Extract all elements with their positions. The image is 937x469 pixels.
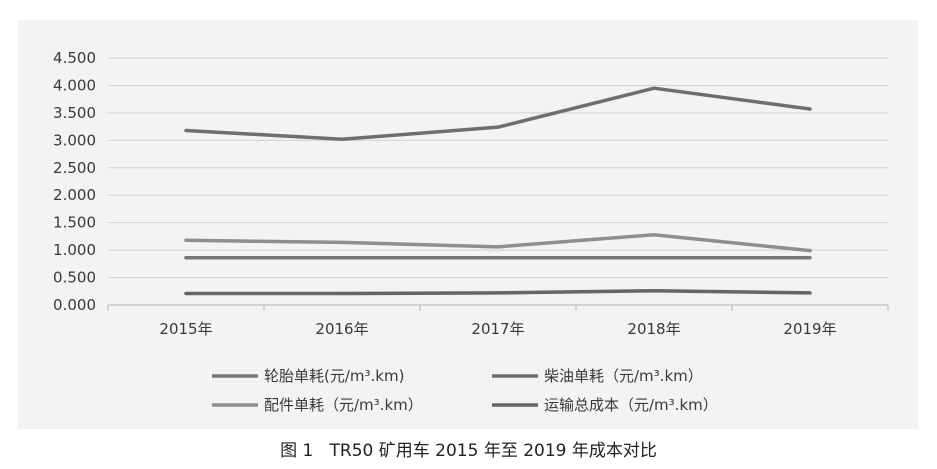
x-tick-label: 2016年 [315, 320, 368, 338]
y-tick-label: 3.500 [53, 104, 96, 122]
y-tick-label: 4.500 [53, 49, 96, 67]
axes [107, 304, 889, 311]
figure-caption: 图 1 TR50 矿用车 2015 年至 2019 年成本对比 [280, 441, 657, 461]
series-line-4 [184, 288, 812, 296]
series-line-3 [184, 232, 812, 253]
y-tick-label: 0.000 [53, 296, 96, 314]
y-tick-label: 4.000 [53, 76, 96, 94]
x-tick-label: 2017年 [471, 320, 524, 338]
series-lines [184, 86, 812, 296]
x-tick-label: 2015年 [159, 320, 212, 338]
y-tick-label: 2.500 [53, 159, 96, 177]
legend-item: 配件单耗（元/m³.km） [212, 396, 423, 414]
series-line-2 [184, 86, 812, 141]
y-tick-labels: 0.000 0.500 1.000 1.500 2.000 2.500 3.000 3.500… [53, 49, 96, 314]
legend-label: 柴油单耗（元/m³.km） [544, 367, 703, 385]
gridlines [108, 57, 888, 279]
y-tick-label: 3.000 [53, 131, 96, 149]
y-tick-label: 1.500 [53, 214, 96, 232]
y-tick-label: 0.500 [53, 269, 96, 287]
x-tick-label: 2018年 [627, 320, 680, 338]
x-tick-labels: 2015年 2016年 2017年 2018年 2019年 [159, 320, 836, 338]
legend: 轮胎单耗(元/m³.km) 柴油单耗（元/m³.km） 配件单耗（元/m³.km） 运… [212, 367, 718, 414]
legend-item: 柴油单耗（元/m³.km） [492, 367, 703, 385]
legend-label: 轮胎单耗(元/m³.km) [264, 367, 404, 385]
legend-item: 运输总成本（元/m³.km） [492, 396, 718, 414]
legend-item: 轮胎单耗(元/m³.km) [212, 367, 404, 385]
legend-label: 配件单耗（元/m³.km） [264, 396, 423, 414]
y-tick-label: 1.000 [53, 241, 96, 259]
x-tick-label: 2019年 [783, 320, 836, 338]
legend-label: 运输总成本（元/m³.km） [544, 396, 718, 414]
chart-panel [18, 20, 918, 429]
y-tick-label: 2.000 [53, 186, 96, 204]
